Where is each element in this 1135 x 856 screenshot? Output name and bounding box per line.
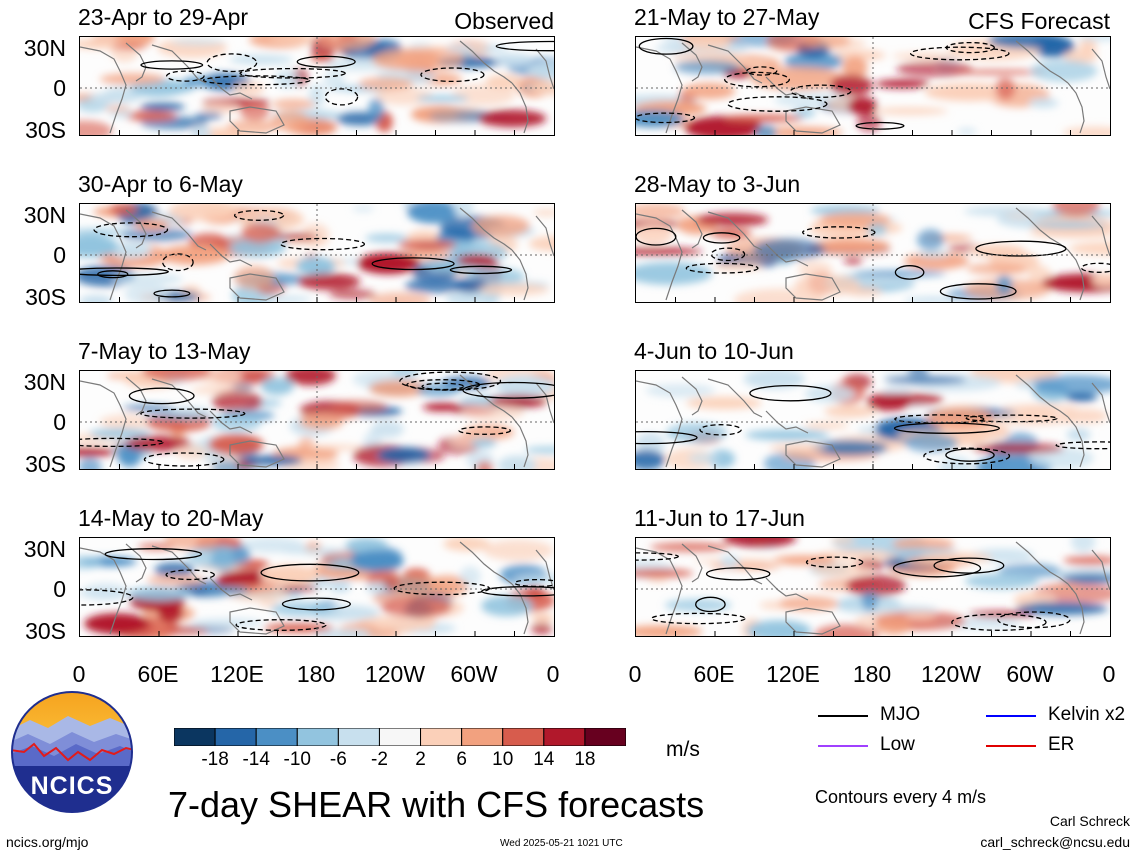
legend-label: Low [880, 734, 915, 755]
x-tick-label: 0 [1102, 661, 1116, 687]
forecast-map-panel [635, 370, 1111, 470]
colorbar [173, 727, 627, 747]
y-tick-label: 30S [25, 284, 66, 310]
colorbar-tick-label: -14 [242, 749, 270, 770]
forecast-map-panel [635, 537, 1111, 637]
x-tick-label: 0 [72, 661, 86, 687]
forecast-map-panel [635, 203, 1111, 303]
y-tick-label: 30N [23, 536, 66, 562]
author-email: carl_schreck@ncsu.edu [980, 834, 1130, 850]
x-tick-label: 60W [1006, 661, 1054, 687]
footer-timestamp: Wed 2025-05-21 1021 UTC [500, 838, 623, 849]
colorbar-tick-label: 6 [456, 749, 467, 770]
x-tick-label: 180 [852, 661, 892, 687]
legend-swatch [818, 745, 868, 747]
contour-note: Contours every 4 m/s [815, 787, 987, 807]
colorbar-unit: m/s [666, 738, 700, 761]
legend-swatch [986, 745, 1036, 747]
colorbar-tick-label: 2 [415, 749, 426, 770]
panel-title: 30-Apr to 6-May [78, 171, 243, 197]
panel-title: 21-May to 27-May [634, 4, 820, 30]
colorbar-tick-label: -2 [371, 749, 388, 770]
x-tick-label: 60W [450, 661, 498, 687]
observed-map-panel [79, 203, 555, 303]
forecast-label: CFS Forecast [968, 8, 1110, 34]
colorbar-tick-label: -6 [329, 749, 347, 770]
x-tick-label: 180 [296, 661, 336, 687]
colorbar-swatch [502, 727, 545, 747]
colorbar-swatch [543, 727, 586, 747]
x-tick-label: 120W [364, 661, 426, 687]
colorbar-swatch [378, 727, 422, 747]
colorbar-swatch [420, 727, 463, 747]
panel-title: 11-Jun to 17-Jun [634, 505, 805, 531]
colorbar-tick-label: 10 [492, 749, 514, 770]
x-tick-label: 120W [920, 661, 982, 687]
y-tick-label: 30S [25, 117, 66, 143]
y-tick-label: 30S [25, 451, 66, 477]
colorbar-tick-label: -10 [283, 749, 311, 770]
legend-swatch [986, 715, 1036, 717]
y-tick-label: 30N [23, 35, 66, 61]
panel-title: 14-May to 20-May [78, 505, 264, 531]
colorbar-tick-label: -18 [201, 749, 229, 770]
colorbar-swatch [337, 727, 380, 747]
logo-text: NCICS [30, 772, 114, 800]
legend-label: ER [1048, 734, 1075, 755]
legend-label: Kelvin x2 [1048, 704, 1126, 725]
observed-map-panel [79, 370, 555, 470]
legend-label: MJO [880, 704, 921, 725]
y-tick-label: 0 [53, 409, 66, 435]
y-tick-label: 30N [23, 369, 66, 395]
legend-swatch [818, 715, 868, 717]
x-tick-label: 120E [210, 661, 264, 687]
author-name: Carl Schreck [1049, 813, 1130, 829]
panel-title: 7-May to 13-May [78, 338, 251, 364]
y-tick-label: 0 [53, 75, 66, 101]
panel-title: 4-Jun to 10-Jun [634, 338, 794, 364]
colorbar-swatch [296, 727, 339, 747]
ncics-logo: NCICS [10, 690, 134, 814]
forecast-map-panel [635, 36, 1111, 136]
colorbar-swatch [461, 727, 504, 747]
x-tick-label: 60E [137, 661, 179, 687]
observed-map-panel [79, 36, 555, 136]
x-tick-label: 60E [693, 661, 735, 687]
figure-title: 7-day SHEAR with CFS forecasts [168, 784, 705, 825]
y-tick-label: 30N [23, 202, 66, 228]
colorbar-tick-label: 14 [533, 749, 555, 770]
colorbar-swatch [584, 727, 627, 747]
y-tick-label: 0 [53, 576, 66, 602]
colorbar-tick-label: 18 [574, 749, 596, 770]
x-tick-label: 0 [628, 661, 642, 687]
x-tick-label: 120E [766, 661, 820, 687]
panel-title: 28-May to 3-Jun [634, 171, 801, 197]
footer-url: ncics.org/mjo [6, 834, 89, 850]
observed-label: Observed [454, 8, 554, 34]
colorbar-swatch [214, 727, 257, 747]
panel-title: 23-Apr to 29-Apr [78, 4, 249, 30]
colorbar-swatch [255, 727, 298, 747]
y-tick-label: 30S [25, 618, 66, 644]
colorbar-swatch [173, 727, 216, 747]
observed-map-panel [79, 537, 555, 637]
y-tick-label: 0 [53, 242, 66, 268]
x-tick-label: 0 [546, 661, 560, 687]
